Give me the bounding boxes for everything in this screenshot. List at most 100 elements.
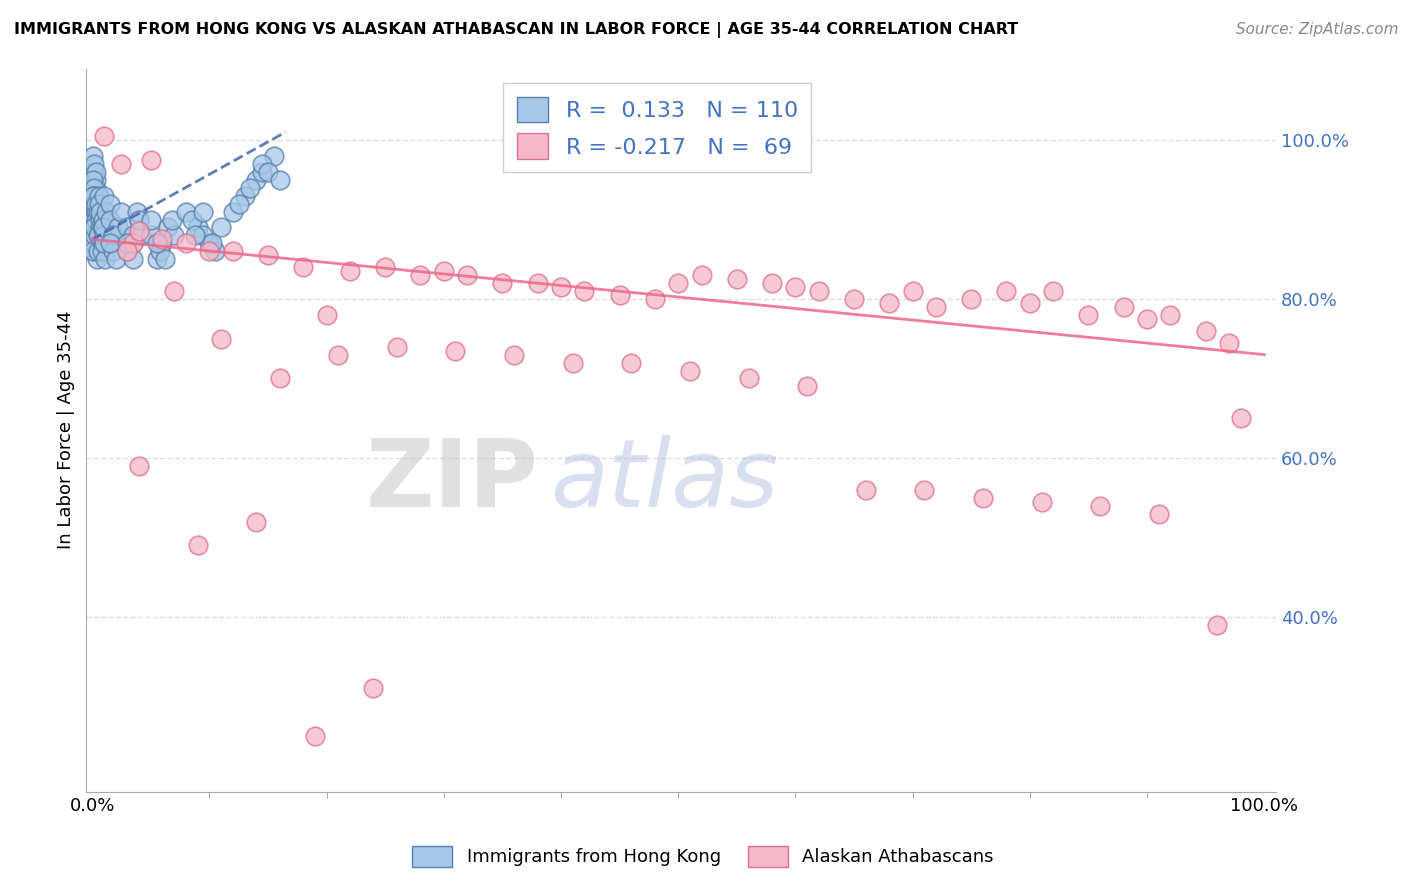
Point — [110, 157, 132, 171]
Point — [82, 244, 104, 259]
Point — [128, 224, 150, 238]
Point — [561, 355, 583, 369]
Point — [328, 348, 350, 362]
Point — [666, 276, 689, 290]
Point — [90, 236, 112, 251]
Point — [1159, 308, 1181, 322]
Point — [91, 212, 114, 227]
Point — [89, 204, 111, 219]
Point — [304, 729, 326, 743]
Point — [269, 173, 291, 187]
Point — [117, 220, 139, 235]
Point — [761, 276, 783, 290]
Point — [1194, 324, 1216, 338]
Point — [163, 284, 186, 298]
Point — [433, 264, 456, 278]
Point — [82, 204, 104, 219]
Point — [90, 244, 112, 259]
Point — [93, 228, 115, 243]
Point — [104, 252, 127, 267]
Point — [82, 236, 104, 251]
Point — [128, 212, 150, 227]
Point — [82, 244, 104, 259]
Point — [89, 188, 111, 202]
Point — [250, 157, 273, 171]
Point — [901, 284, 924, 298]
Point — [184, 228, 207, 243]
Point — [83, 188, 105, 202]
Point — [201, 236, 224, 251]
Point — [91, 220, 114, 235]
Point — [149, 244, 172, 259]
Point — [503, 348, 526, 362]
Point — [1088, 499, 1111, 513]
Point — [145, 236, 167, 251]
Point — [187, 220, 209, 235]
Point — [96, 204, 118, 219]
Point — [972, 491, 994, 505]
Point — [796, 379, 818, 393]
Text: IMMIGRANTS FROM HONG KONG VS ALASKAN ATHABASCAN IN LABOR FORCE | AGE 35-44 CORRE: IMMIGRANTS FROM HONG KONG VS ALASKAN ATH… — [14, 22, 1018, 38]
Point — [1206, 617, 1229, 632]
Point — [103, 244, 125, 259]
Point — [374, 260, 396, 275]
Point — [122, 236, 145, 251]
Point — [198, 244, 221, 259]
Point — [785, 280, 807, 294]
Point — [82, 228, 104, 243]
Point — [83, 220, 105, 235]
Point — [912, 483, 935, 497]
Point — [84, 196, 107, 211]
Point — [222, 244, 245, 259]
Point — [187, 538, 209, 552]
Point — [263, 149, 285, 163]
Point — [93, 188, 115, 202]
Point — [83, 180, 105, 194]
Point — [103, 228, 125, 243]
Point — [690, 268, 713, 282]
Point — [98, 196, 121, 211]
Point — [83, 228, 105, 243]
Point — [93, 236, 115, 251]
Point — [139, 228, 162, 243]
Point — [87, 204, 110, 219]
Point — [84, 204, 107, 219]
Point — [91, 236, 114, 251]
Point — [122, 236, 145, 251]
Point — [456, 268, 478, 282]
Point — [84, 165, 107, 179]
Point — [174, 204, 197, 219]
Point — [83, 188, 105, 202]
Point — [245, 515, 267, 529]
Point — [110, 204, 132, 219]
Point — [609, 288, 631, 302]
Point — [1042, 284, 1064, 298]
Point — [84, 173, 107, 187]
Point — [82, 173, 104, 187]
Point — [239, 180, 262, 194]
Point — [94, 252, 117, 267]
Point — [180, 212, 202, 227]
Point — [84, 212, 107, 227]
Point — [128, 212, 150, 227]
Point — [145, 252, 167, 267]
Point — [86, 252, 108, 267]
Point — [193, 204, 215, 219]
Text: Source: ZipAtlas.com: Source: ZipAtlas.com — [1236, 22, 1399, 37]
Point — [82, 236, 104, 251]
Point — [1077, 308, 1099, 322]
Point — [550, 280, 572, 294]
Point — [89, 228, 111, 243]
Point — [257, 248, 280, 262]
Point — [131, 228, 153, 243]
Point — [620, 355, 643, 369]
Point — [209, 220, 232, 235]
Point — [807, 284, 830, 298]
Point — [82, 212, 104, 227]
Legend: R =  0.133   N = 110, R = -0.217   N =  69: R = 0.133 N = 110, R = -0.217 N = 69 — [503, 83, 811, 172]
Point — [269, 371, 291, 385]
Point — [385, 340, 408, 354]
Point — [86, 196, 108, 211]
Point — [257, 165, 280, 179]
Point — [83, 220, 105, 235]
